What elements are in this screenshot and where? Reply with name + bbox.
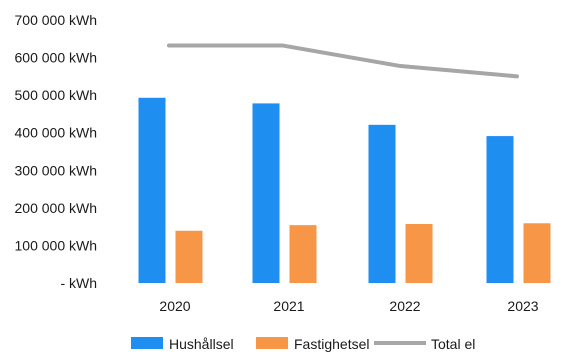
y-tick-label: 200 000 kWh	[15, 200, 98, 216]
legend-swatch-fastighetsel	[256, 337, 288, 349]
bar-hushållsel-2022	[368, 124, 396, 284]
y-tick-label: 400 000 kWh	[15, 125, 98, 141]
bar-fastighetsel-2020	[175, 230, 203, 283]
bar-hushållsel-2021	[252, 103, 280, 283]
bar-fastighetsel-2023	[523, 223, 551, 283]
bars	[138, 97, 551, 284]
y-tick-label: 700 000 kWh	[15, 12, 98, 28]
legend-label: Fastighetsel	[294, 336, 369, 352]
y-axis-ticks: - kWh 100 000 kWh 200 000 kWh 300 000 kWh 40…	[15, 12, 98, 291]
line-total-el	[167, 43, 519, 79]
x-tick-label: 2020	[159, 298, 190, 314]
y-tick-label: - kWh	[60, 275, 97, 291]
bar-fastighetsel-2022	[405, 224, 433, 283]
y-tick-label: 300 000 kWh	[15, 162, 98, 178]
y-tick-label: 100 000 kWh	[15, 237, 98, 253]
y-tick-label: 600 000 kWh	[15, 50, 98, 66]
x-tick-label: 2022	[389, 298, 420, 314]
bar-hushållsel-2023	[486, 136, 514, 283]
y-tick-label: 500 000 kWh	[15, 87, 98, 103]
bar-fastighetsel-2021	[289, 225, 317, 283]
legend-label: Total el	[431, 336, 475, 352]
x-tick-label: 2023	[507, 298, 538, 314]
total-line	[167, 43, 519, 79]
legend-swatch-hushållsel	[131, 337, 163, 349]
bar-hushållsel-2020	[138, 97, 166, 283]
x-tick-label: 2021	[273, 298, 304, 314]
legend: Hushållsel Fastighetsel Total el	[131, 336, 475, 352]
x-axis-ticks: 2020 2021 2022 2023	[159, 298, 538, 314]
legend-label: Hushållsel	[169, 336, 234, 352]
